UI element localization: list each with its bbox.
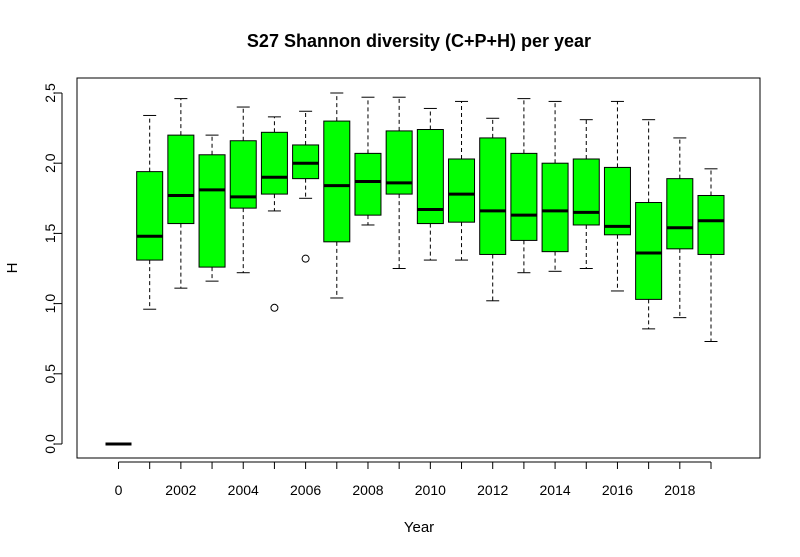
box-2008 (354, 96, 382, 226)
box-2001 (136, 114, 164, 310)
x-tick-label: 2014 (540, 482, 571, 498)
box-2013 (510, 98, 538, 274)
box-2014 (541, 100, 569, 272)
x-tick-label: 2002 (165, 482, 196, 498)
outlier-point (301, 254, 310, 263)
iqr-box (479, 137, 507, 255)
iqr-box (385, 130, 413, 195)
iqr-box (260, 131, 288, 195)
iqr-box (666, 178, 694, 250)
iqr-box (198, 154, 226, 268)
iqr-box (323, 120, 351, 243)
iqr-box (572, 158, 600, 226)
box-2015 (572, 119, 600, 269)
iqr-box (697, 194, 725, 255)
box-2005 (260, 116, 288, 312)
iqr-box (136, 171, 164, 261)
x-tick-label: 0 (115, 482, 123, 498)
box-2006 (292, 110, 320, 263)
box-2009 (385, 96, 413, 269)
x-tick-label: 2006 (290, 482, 321, 498)
outlier-point (270, 303, 279, 312)
x-axis-label: Year (404, 519, 434, 536)
x-tick-label: 2008 (352, 482, 383, 498)
box-2016 (603, 100, 631, 292)
x-tick-label: 2012 (477, 482, 508, 498)
x-tick-label: 2016 (602, 482, 633, 498)
y-tick-label: 0.0 (42, 434, 58, 454)
box-2003 (198, 134, 226, 282)
x-tick-label: 2010 (415, 482, 446, 498)
x-tick-label: 2004 (228, 482, 259, 498)
box-2002 (167, 98, 195, 289)
iqr-box (448, 158, 476, 223)
y-tick-label: 0.5 (42, 364, 58, 384)
box-2018 (666, 137, 694, 319)
y-tick-label: 1.5 (42, 223, 58, 243)
box-2007 (323, 92, 351, 299)
x-tick-label: 2018 (664, 482, 695, 498)
plot-area: 0.0 0.5 1.0 1.5 2.0 2.5 0 2002 2004 2006 2008 2010 2… (42, 77, 761, 498)
chart-title: S27 Shannon diversity (C+P+H) per year (247, 31, 591, 51)
box-2004 (229, 106, 257, 274)
box-2017 (635, 119, 663, 330)
iqr-box (354, 152, 382, 216)
iqr-box (541, 162, 569, 253)
iqr-box (635, 202, 663, 300)
iqr-box (603, 166, 631, 236)
y-tick-label: 2.0 (42, 153, 58, 173)
y-tick-label: 1.0 (42, 294, 58, 314)
iqr-box (510, 152, 538, 241)
y-axis-label: H (4, 263, 21, 274)
plot-frame (76, 77, 761, 459)
box-2010 (416, 107, 444, 261)
iqr-box (167, 134, 195, 225)
box-2011 (448, 100, 476, 261)
box-2012 (479, 117, 507, 302)
box-2019 (697, 168, 725, 343)
y-tick-label: 2.5 (42, 83, 58, 103)
iqr-box (416, 129, 444, 225)
